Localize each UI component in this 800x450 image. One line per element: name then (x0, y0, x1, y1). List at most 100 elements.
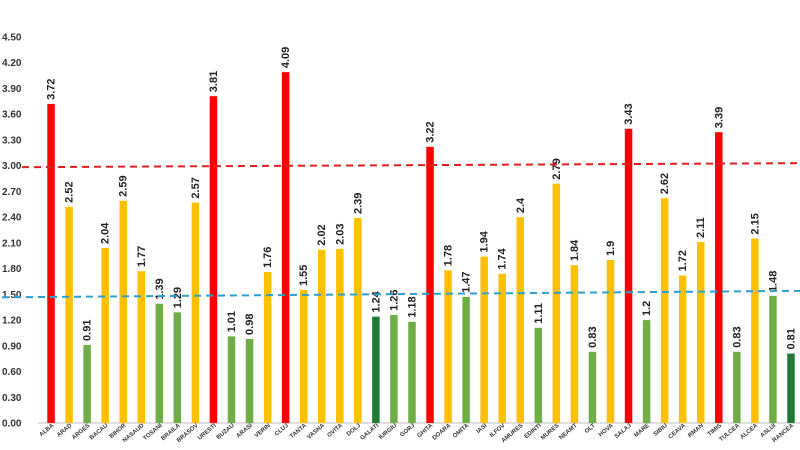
bar-sibiu (660, 198, 669, 423)
x-tick-label: OVITA (327, 423, 345, 440)
bar-arges (83, 344, 91, 423)
x-tick-label: BACAU (89, 423, 109, 442)
bar-neamt (570, 265, 579, 423)
x-tick-label: IURGIU (378, 423, 398, 441)
x-tick-label: OLT (584, 423, 597, 435)
x-tick-label: ARGES (71, 423, 91, 441)
value-label: 4.09 (280, 47, 292, 68)
value-label: 1.72 (677, 250, 689, 271)
y-tick-label: 2.70 (2, 187, 22, 198)
value-label: 2.62 (659, 173, 671, 194)
value-label: 2.52 (64, 181, 76, 202)
bar-ilfov (498, 273, 506, 423)
y-tick-label: 3.60 (2, 110, 22, 121)
value-label: 1.84 (569, 239, 581, 261)
x-tick-label: DOARA (432, 423, 453, 442)
value-label: 3.72 (46, 78, 58, 99)
bar-caras-severin (263, 272, 272, 423)
bar-hunedoara (444, 270, 452, 423)
bar-cluj (281, 72, 290, 424)
x-tick-label: ARASI (236, 423, 254, 440)
bar-bihor (119, 200, 127, 423)
x-tick-label: SALAJ (614, 423, 633, 440)
value-label: 1.18 (406, 296, 418, 317)
bar-ialomita (462, 296, 470, 423)
x-tick-label: TANTA (289, 423, 308, 441)
bar-dambovita (336, 248, 344, 423)
bar-buzau (227, 336, 236, 423)
x-tick-label: BUZAU (216, 423, 236, 441)
value-label: 2.79 (551, 158, 563, 179)
value-label: 1.9 (605, 241, 617, 256)
bar-mures (552, 183, 561, 423)
value-label: 2.57 (190, 177, 202, 198)
x-tick-label: MARE (633, 423, 650, 439)
bar-brasov (191, 202, 200, 423)
y-tick-label: 0.60 (2, 367, 22, 378)
value-label: 1.24 (370, 290, 382, 312)
y-tick-label: 1.50 (2, 290, 22, 301)
value-label: 1.74 (497, 247, 509, 269)
x-tick-label: HOVA (598, 423, 615, 439)
value-label: 2.02 (316, 224, 328, 245)
value-label: 1.76 (262, 247, 274, 268)
bar-botosani (155, 303, 164, 423)
bar-mehedinti (534, 327, 543, 423)
value-label: 1.47 (461, 271, 473, 292)
value-label: 0.83 (587, 326, 599, 347)
bar-gorj (408, 321, 416, 423)
x-tick-label: NEAMT (558, 423, 578, 442)
y-tick-label: 0.90 (2, 341, 22, 352)
value-label: 2.03 (334, 223, 346, 244)
y-tick-label: 0.30 (2, 393, 22, 404)
value-label: 1.2 (641, 301, 653, 316)
bar-vrancea (787, 353, 795, 423)
x-tick-label: URESTI (197, 423, 218, 442)
y-tick-label: 4.20 (2, 58, 22, 69)
x-tick-label: MURES (540, 423, 560, 442)
bar-satu-mare (642, 320, 651, 423)
x-tick-label: ALBA (39, 423, 56, 439)
y-tick-label: 3.00 (2, 161, 22, 172)
bar-maramures (516, 217, 525, 423)
value-label: 1.94 (479, 230, 491, 252)
value-label: 1.48 (767, 271, 779, 292)
bar-salaj (624, 128, 633, 423)
x-tick-label: VASNA (306, 423, 326, 441)
value-label: 2.15 (749, 213, 761, 234)
value-label: 1.11 (533, 303, 545, 324)
value-label: 2.4 (515, 197, 527, 213)
bar-constanta (299, 290, 308, 423)
y-tick-label: 4.50 (2, 33, 22, 44)
value-label: 1.39 (154, 278, 166, 299)
value-label: 3.81 (208, 71, 220, 92)
value-label: 1.78 (443, 245, 455, 266)
x-tick-label: CLUJ (274, 423, 290, 438)
value-label: 1.26 (388, 289, 400, 310)
bar-braila (173, 312, 182, 423)
value-label: 1.55 (298, 265, 310, 286)
y-axis: 0.00 0.30 0.60 0.90 1.20 1.50 1.80 2.10 2.40 2.70… (2, 33, 800, 430)
value-label: 0.81 (785, 328, 797, 349)
bar-vaslui (769, 296, 777, 423)
bar-bistrita-nasaud (137, 271, 146, 423)
value-label: 2.59 (118, 175, 130, 196)
bar-arad (65, 206, 73, 423)
value-label: 3.22 (425, 121, 437, 142)
y-tick-label: 1.20 (2, 316, 22, 327)
y-tick-label: 3.90 (2, 84, 22, 95)
bar-olt (588, 351, 597, 423)
bar-giurgiu (390, 314, 398, 423)
bar-suceava (678, 275, 687, 423)
x-tick-label: TIMIS (707, 423, 723, 438)
bar-bacau (101, 248, 109, 423)
bar-teleorman (696, 242, 705, 423)
threshold-line-low (1, 289, 800, 299)
bar-valcea (751, 238, 759, 423)
threshold-line-high (21, 162, 800, 169)
bar-alba (47, 103, 55, 423)
value-label: 0.91 (82, 320, 94, 341)
x-tick-label: CEAVA (668, 423, 688, 441)
